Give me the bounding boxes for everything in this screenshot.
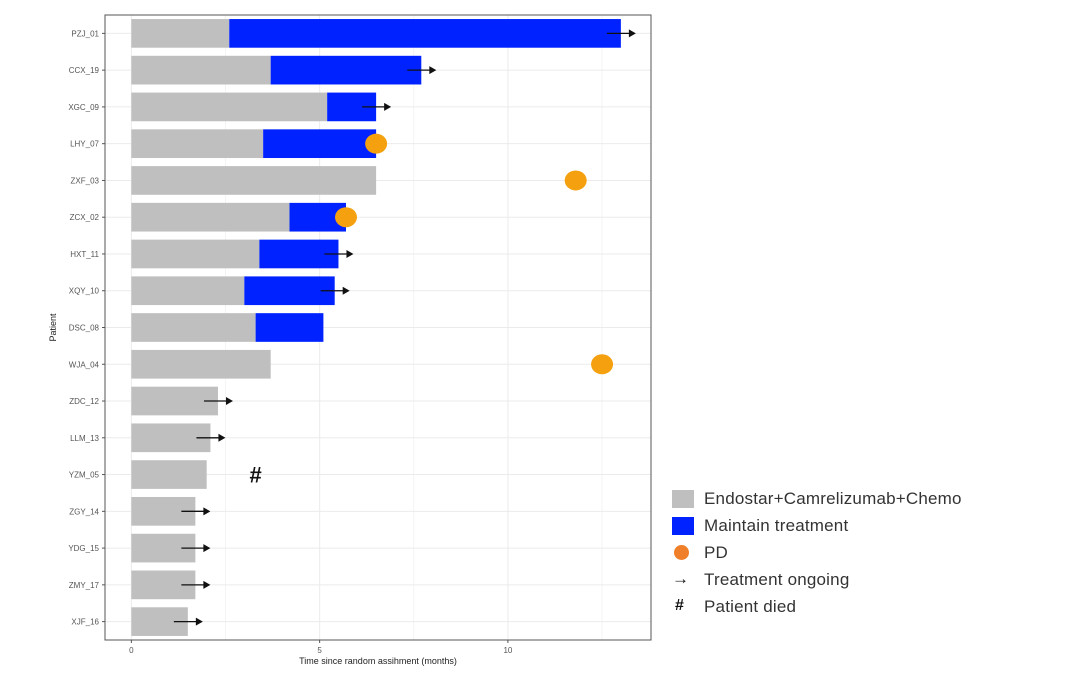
ongoing-arrow-head <box>384 102 392 111</box>
bar-induction <box>131 386 218 416</box>
bar-induction <box>131 349 271 379</box>
ongoing-arrow-head <box>195 617 203 626</box>
bar-induction <box>131 55 271 85</box>
hash-icon: # <box>675 597 684 614</box>
died-marker: # <box>249 463 261 488</box>
arrow-right-icon: → <box>672 569 689 588</box>
y-tick-label: WJA_04 <box>69 360 100 369</box>
bar-induction <box>131 166 377 195</box>
legend: Endostar+Camrelizumab+Chemo Maintain tre… <box>668 486 1068 621</box>
bar-induction <box>131 239 260 269</box>
y-tick-label: LLM_13 <box>70 434 99 443</box>
bar-maintain <box>229 19 621 48</box>
pd-dot <box>591 354 614 375</box>
y-tick-label: LHY_07 <box>70 140 99 149</box>
bar-maintain <box>255 313 324 342</box>
legend-label-induction: Endostar+Camrelizumab+Chemo <box>704 489 962 508</box>
y-tick-label: YDG_15 <box>68 544 99 553</box>
legend-swatch-induction <box>672 490 694 508</box>
y-tick-label: ZGY_14 <box>69 507 99 516</box>
y-tick-label: ZCX_02 <box>70 213 100 222</box>
bar-induction <box>131 313 256 342</box>
bar-induction <box>131 202 290 232</box>
legend-item-ongoing: → Treatment ongoing <box>668 567 1068 594</box>
legend-item-died: # Patient died <box>668 594 1068 621</box>
bar-induction <box>131 19 230 48</box>
ongoing-arrow-head <box>628 29 636 38</box>
x-axis-title: Time since random assihment (months) <box>299 656 457 666</box>
y-tick-label: YZM_05 <box>69 471 100 480</box>
ongoing-arrow-head <box>429 66 437 75</box>
x-tick-label: 5 <box>317 646 322 655</box>
legend-label-ongoing: Treatment ongoing <box>704 570 850 589</box>
bar-maintain <box>263 129 377 159</box>
legend-label-maintain: Maintain treatment <box>704 516 849 535</box>
ongoing-arrow-head <box>203 507 211 516</box>
y-tick-label: DSC_08 <box>69 324 100 333</box>
bar-maintain <box>244 276 335 306</box>
ongoing-arrow-head <box>203 544 211 553</box>
y-tick-label: XJF_16 <box>71 618 99 627</box>
pd-dot <box>564 170 587 191</box>
x-tick-label: 10 <box>503 646 512 655</box>
pd-dot <box>334 207 357 228</box>
y-tick-label: CCX_19 <box>69 66 100 75</box>
ongoing-arrow-head <box>346 249 354 258</box>
y-tick-label: XQY_10 <box>69 287 100 296</box>
legend-label-died: Patient died <box>704 597 797 616</box>
bar-induction <box>131 460 207 489</box>
legend-dot-pd <box>674 545 689 560</box>
ongoing-arrow-head <box>342 286 350 295</box>
ongoing-arrow-head <box>225 397 233 406</box>
legend-label-pd: PD <box>704 543 729 562</box>
legend-item-maintain: Maintain treatment <box>668 513 1068 540</box>
y-tick-label: ZDC_12 <box>69 397 99 406</box>
legend-item-pd: PD <box>668 540 1068 567</box>
y-axis-title: Patient <box>48 313 58 342</box>
y-tick-label: ZMY_17 <box>69 581 100 590</box>
bar-induction <box>131 92 328 122</box>
bar-induction <box>131 276 245 306</box>
bar-maintain <box>270 55 422 85</box>
ongoing-arrow-head <box>203 580 211 589</box>
x-tick-label: 0 <box>129 646 134 655</box>
pd-dot <box>365 133 388 154</box>
y-tick-label: ZXF_03 <box>71 176 100 185</box>
y-tick-label: XGC_09 <box>68 103 99 112</box>
legend-item-induction: Endostar+Camrelizumab+Chemo <box>668 486 1068 513</box>
ongoing-arrow-head <box>218 433 226 442</box>
y-tick-label: PZJ_01 <box>71 29 99 38</box>
bar-induction <box>131 129 264 159</box>
y-tick-label: HXT_11 <box>70 250 99 259</box>
legend-swatch-maintain <box>672 517 694 535</box>
